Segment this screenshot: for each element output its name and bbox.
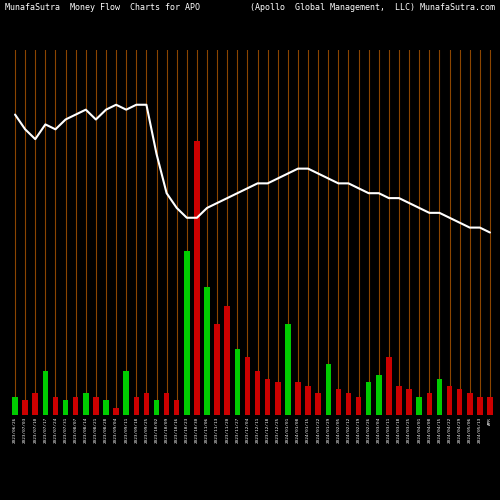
Bar — [224, 306, 230, 415]
Bar — [214, 324, 220, 415]
Bar — [234, 350, 240, 415]
Bar — [396, 386, 402, 415]
Text: MunafaSutra  Money Flow  Charts for APO: MunafaSutra Money Flow Charts for APO — [5, 2, 200, 12]
Bar — [93, 397, 98, 415]
Text: 2024/02/05: 2024/02/05 — [336, 416, 340, 443]
Text: 2024/01/22: 2024/01/22 — [316, 416, 320, 443]
Bar — [83, 393, 88, 415]
Text: 2023/07/03: 2023/07/03 — [23, 416, 27, 443]
Bar — [42, 371, 48, 415]
Bar — [103, 400, 109, 415]
Text: 2024/04/01: 2024/04/01 — [417, 416, 421, 443]
Text: 2024/02/19: 2024/02/19 — [356, 416, 360, 443]
Bar — [447, 386, 452, 415]
Bar — [326, 364, 331, 415]
Bar — [174, 400, 180, 415]
Text: 2024/01/15: 2024/01/15 — [306, 416, 310, 443]
Text: 2024/01/08: 2024/01/08 — [296, 416, 300, 443]
Text: 2024/03/25: 2024/03/25 — [407, 416, 411, 443]
Bar — [306, 386, 311, 415]
Bar — [366, 382, 372, 415]
Bar — [346, 393, 352, 415]
Bar — [336, 390, 341, 415]
Bar — [63, 400, 68, 415]
Text: 2024/04/22: 2024/04/22 — [448, 416, 452, 443]
Bar — [426, 393, 432, 415]
Text: 2023/11/20: 2023/11/20 — [225, 416, 229, 443]
Bar — [124, 371, 129, 415]
Bar — [204, 287, 210, 415]
Bar — [32, 393, 38, 415]
Text: 2024/04/08: 2024/04/08 — [428, 416, 432, 443]
Text: 2023/08/21: 2023/08/21 — [94, 416, 98, 443]
Bar — [436, 378, 442, 415]
Text: 2024/03/18: 2024/03/18 — [397, 416, 401, 443]
Bar — [52, 397, 58, 415]
Text: 2023/11/27: 2023/11/27 — [236, 416, 240, 443]
Text: 2023/06/26: 2023/06/26 — [13, 416, 17, 443]
Bar — [114, 408, 119, 415]
Text: 2023/09/04: 2023/09/04 — [114, 416, 118, 443]
Text: 2023/10/23: 2023/10/23 — [185, 416, 189, 443]
Text: 2023/12/18: 2023/12/18 — [266, 416, 270, 443]
Text: 2024/05/06: 2024/05/06 — [468, 416, 471, 443]
Text: 2023/12/25: 2023/12/25 — [276, 416, 280, 443]
Bar — [487, 397, 492, 415]
Bar — [457, 390, 462, 415]
Bar — [22, 400, 28, 415]
Bar — [285, 324, 290, 415]
Bar — [265, 378, 270, 415]
Text: 2023/11/06: 2023/11/06 — [205, 416, 209, 443]
Text: 2023/07/24: 2023/07/24 — [54, 416, 58, 443]
Bar — [477, 397, 482, 415]
Bar — [164, 393, 170, 415]
Bar — [255, 371, 260, 415]
Text: 2023/09/18: 2023/09/18 — [134, 416, 138, 443]
Text: 2024/04/15: 2024/04/15 — [438, 416, 442, 443]
Text: 2023/12/04: 2023/12/04 — [246, 416, 250, 443]
Text: 2023/10/02: 2023/10/02 — [154, 416, 158, 443]
Bar — [416, 397, 422, 415]
Bar — [386, 356, 392, 415]
Text: 2023/08/14: 2023/08/14 — [84, 416, 88, 443]
Bar — [467, 393, 472, 415]
Bar — [12, 397, 18, 415]
Text: 2023/08/28: 2023/08/28 — [104, 416, 108, 443]
Bar — [376, 375, 382, 415]
Bar — [316, 393, 321, 415]
Text: 2024/04/29: 2024/04/29 — [458, 416, 462, 443]
Text: 2023/07/31: 2023/07/31 — [64, 416, 68, 443]
Text: 2023/12/11: 2023/12/11 — [256, 416, 260, 443]
Text: 2024/01/29: 2024/01/29 — [326, 416, 330, 443]
Text: 2023/07/10: 2023/07/10 — [34, 416, 38, 443]
Text: 2023/07/17: 2023/07/17 — [44, 416, 48, 443]
Bar — [194, 141, 200, 415]
Text: 2023/09/11: 2023/09/11 — [124, 416, 128, 443]
Text: 2024/03/11: 2024/03/11 — [387, 416, 391, 443]
Bar — [244, 356, 250, 415]
Text: 2023/08/07: 2023/08/07 — [74, 416, 78, 443]
Text: 2024/02/26: 2024/02/26 — [366, 416, 370, 443]
Bar — [154, 400, 160, 415]
Text: 2024/01/01: 2024/01/01 — [286, 416, 290, 443]
Bar — [275, 382, 280, 415]
Text: 2023/10/09: 2023/10/09 — [164, 416, 168, 443]
Text: 2023/10/30: 2023/10/30 — [195, 416, 199, 443]
Bar — [134, 397, 139, 415]
Text: (Apollo  Global Management,  LLC) MunafaSutra.com: (Apollo Global Management, LLC) MunafaSu… — [250, 2, 495, 12]
Bar — [73, 397, 78, 415]
Bar — [144, 393, 149, 415]
Bar — [295, 382, 300, 415]
Bar — [356, 397, 362, 415]
Bar — [184, 251, 190, 415]
Text: 2023/09/25: 2023/09/25 — [144, 416, 148, 443]
Bar — [406, 390, 412, 415]
Text: 2024/02/12: 2024/02/12 — [346, 416, 350, 443]
Text: 2023/10/16: 2023/10/16 — [174, 416, 178, 443]
Text: 2023/11/13: 2023/11/13 — [215, 416, 219, 443]
Text: 2024/03/04: 2024/03/04 — [377, 416, 381, 443]
Text: APR: APR — [488, 416, 492, 424]
Text: 2024/05/13: 2024/05/13 — [478, 416, 482, 443]
